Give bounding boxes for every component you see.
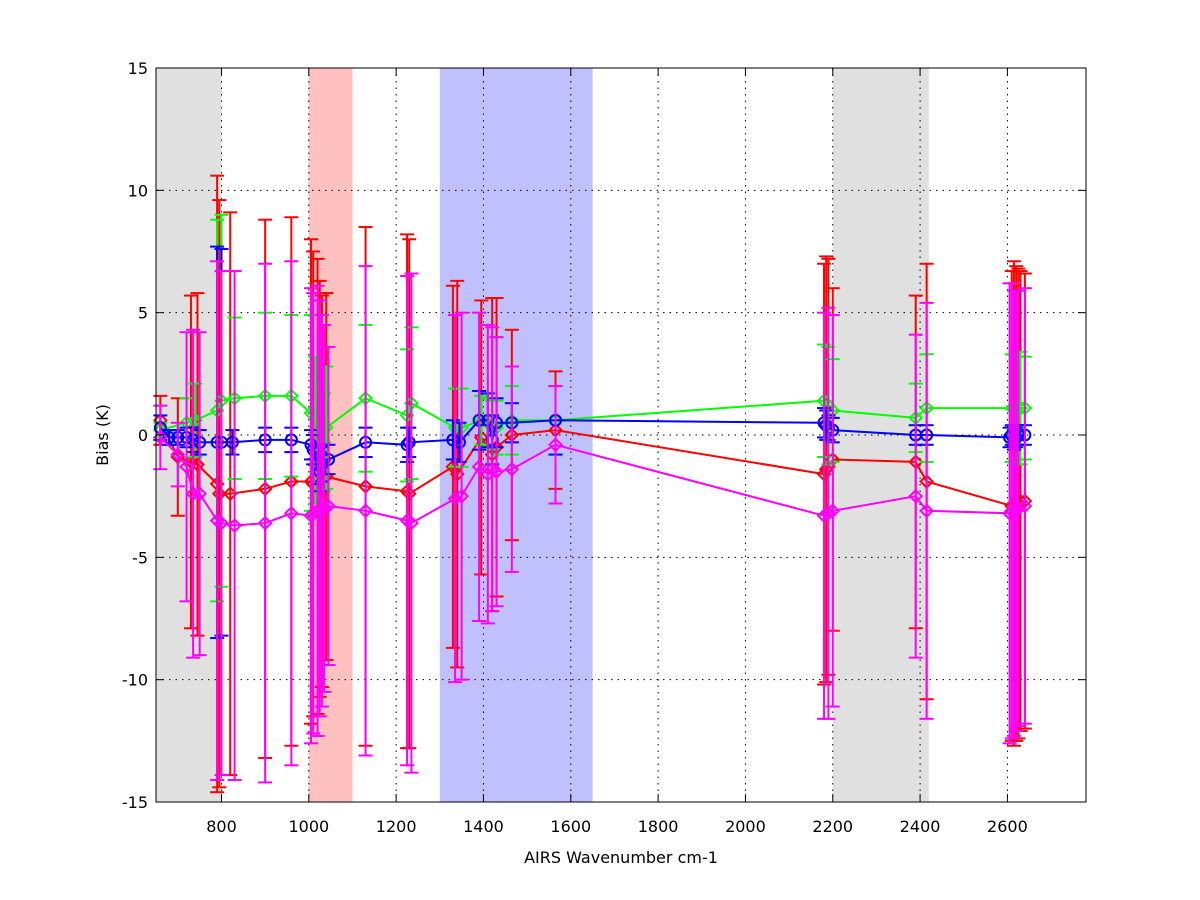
data-point <box>404 515 419 531</box>
y-axis-label: Bias (K) <box>93 404 112 466</box>
x-tick-label: 1800 <box>638 817 679 836</box>
data-point <box>919 503 935 519</box>
data-point <box>908 488 924 504</box>
x-tick-label: 1600 <box>550 817 591 836</box>
x-tick-label: 2400 <box>900 817 941 836</box>
data-point <box>225 435 239 449</box>
data-point <box>316 500 332 516</box>
x-axis-label: AIRS Wavenumber cm-1 <box>524 848 718 867</box>
data-point <box>401 486 417 502</box>
data-series <box>152 174 1033 794</box>
data-point <box>402 435 416 449</box>
x-tick-label: 2600 <box>987 817 1028 836</box>
data-point <box>454 488 470 504</box>
data-point <box>192 486 208 502</box>
data-point <box>211 486 227 502</box>
series-3 <box>152 260 1033 784</box>
data-point <box>820 505 836 521</box>
y-tick-label: 5 <box>138 304 148 323</box>
data-point <box>179 459 194 475</box>
x-tick-labels: 800 1000 1200 1400 1600 1800 2000 2200 2400 2600 <box>206 817 1028 836</box>
x-tick-label: 1200 <box>376 817 417 836</box>
y-tick-label: 10 <box>128 181 148 200</box>
x-tick-label: 2000 <box>725 817 766 836</box>
data-point <box>170 447 186 462</box>
x-tick-label: 1000 <box>288 817 329 836</box>
x-tick-label: 2200 <box>812 817 853 836</box>
data-point <box>257 515 273 531</box>
data-point <box>452 435 466 449</box>
axis-ticks <box>156 67 1086 803</box>
data-point <box>1017 498 1033 514</box>
data-point <box>283 505 299 521</box>
y-tick-label: -10 <box>122 671 148 690</box>
data-point <box>321 498 336 514</box>
data-point <box>825 503 841 519</box>
y-tick-label: -15 <box>122 793 148 812</box>
y-tick-label: 0 <box>138 426 148 445</box>
data-point <box>489 464 504 480</box>
x-tick-label: 800 <box>206 817 237 836</box>
y-tick-label: 15 <box>128 59 148 78</box>
data-point <box>1010 500 1026 516</box>
data-point <box>214 515 229 531</box>
x-tick-label: 1400 <box>463 817 504 836</box>
data-point <box>185 486 201 502</box>
data-point <box>471 459 487 475</box>
data-point <box>447 491 463 507</box>
data-point <box>358 503 373 519</box>
data-point <box>162 430 176 444</box>
data-point <box>816 508 832 524</box>
data-point <box>548 437 563 453</box>
data-point <box>504 461 520 477</box>
data-point <box>227 518 243 533</box>
y-tick-label: -5 <box>132 548 148 567</box>
data-point <box>446 433 460 447</box>
y-tick-labels: -15 -10 -5 0 5 10 15 <box>122 59 148 812</box>
